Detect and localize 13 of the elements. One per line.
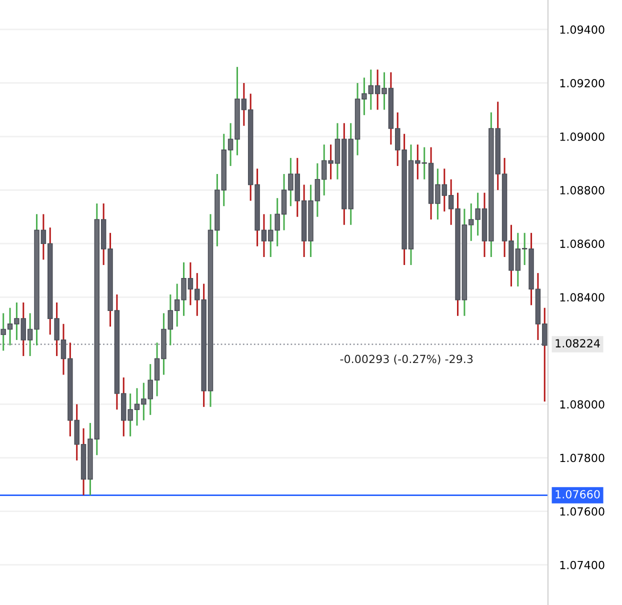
y-tick-label: 1.09200	[560, 78, 604, 88]
annotation: -0.00293 (-0.27%) -29.3	[340, 354, 473, 364]
ref-line-label: 1.07660	[556, 490, 600, 498]
y-tick-label: 1.07600	[560, 507, 604, 516]
y-tick-label: 1.08800	[560, 186, 604, 194]
y-tick-label: 1.08600	[560, 240, 604, 248]
ref-line-label: 1.08224	[556, 339, 600, 348]
y-tick-label: 1.07400	[560, 560, 604, 570]
y-tick-label: 1.09000	[560, 132, 604, 141]
y-tick-label: 1.08000	[560, 400, 604, 409]
y-tick-label: 1.07800	[560, 454, 604, 462]
y-tick-label: 1.08400	[560, 293, 604, 302]
y-tick-label: 1.09400	[560, 25, 604, 34]
